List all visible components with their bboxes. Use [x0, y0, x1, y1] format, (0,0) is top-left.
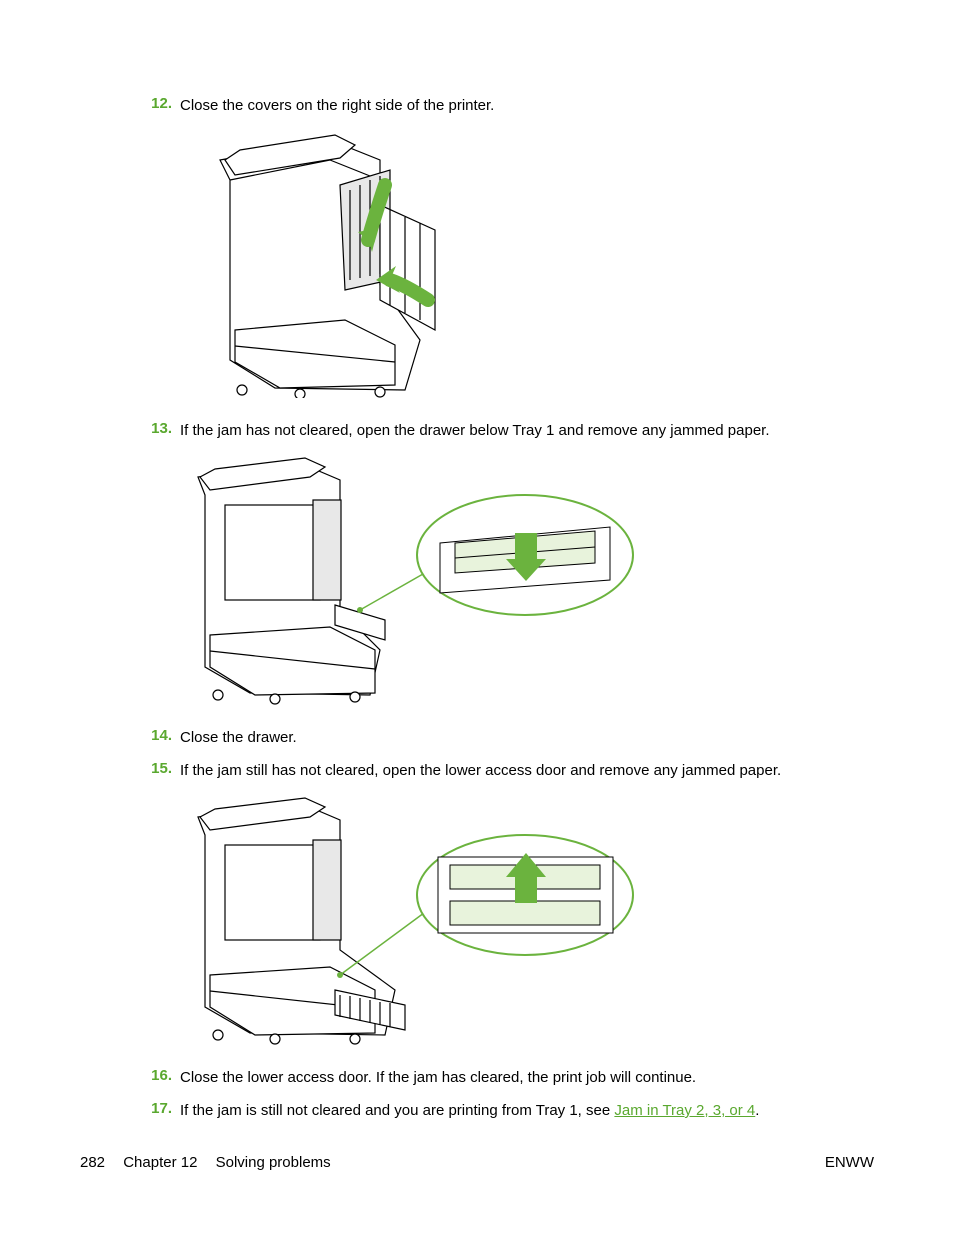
link-jam-tray-234[interactable]: Jam in Tray 2, 3, or 4	[614, 1102, 755, 1119]
step-number: 12.	[138, 95, 172, 112]
chapter-label: Chapter 12	[123, 1154, 197, 1171]
step-16: 16. Close the lower access door. If the …	[138, 1067, 874, 1088]
footer-left: 282 Chapter 12 Solving problems	[80, 1154, 345, 1171]
step-14: 14. Close the drawer.	[138, 727, 874, 748]
section-label: Solving problems	[216, 1154, 331, 1171]
step-number: 14.	[138, 727, 172, 744]
step-text-prefix: If the jam is still not cleared and you …	[180, 1102, 614, 1119]
printer-illustration-close-covers	[180, 130, 448, 398]
step-text: Close the drawer.	[180, 727, 297, 748]
step-13: 13. If the jam has not cleared, open the…	[138, 420, 874, 441]
step-text: Close the covers on the right side of th…	[180, 95, 494, 116]
step-text: If the jam is still not cleared and you …	[180, 1100, 759, 1121]
page-footer: 282 Chapter 12 Solving problems ENWW	[80, 1154, 874, 1171]
step-text: Close the lower access door. If the jam …	[180, 1067, 696, 1088]
step-text-suffix: .	[755, 1102, 759, 1119]
step-text: If the jam still has not cleared, open t…	[180, 760, 781, 781]
step-number: 17.	[138, 1100, 172, 1117]
figure-step-12	[180, 130, 874, 398]
step-number: 16.	[138, 1067, 172, 1084]
step-12: 12. Close the covers on the right side o…	[138, 95, 874, 116]
step-number: 13.	[138, 420, 172, 437]
step-text: If the jam has not cleared, open the dra…	[180, 420, 770, 441]
page-number: 282	[80, 1154, 105, 1171]
footer-right: ENWW	[825, 1154, 874, 1171]
step-number: 15.	[138, 760, 172, 777]
figure-step-15	[180, 795, 874, 1045]
step-15: 15. If the jam still has not cleared, op…	[138, 760, 874, 781]
figure-step-13	[180, 455, 874, 705]
step-17: 17. If the jam is still not cleared and …	[138, 1100, 874, 1121]
printer-illustration-drawer	[180, 455, 635, 705]
printer-illustration-lower-door	[180, 795, 635, 1045]
